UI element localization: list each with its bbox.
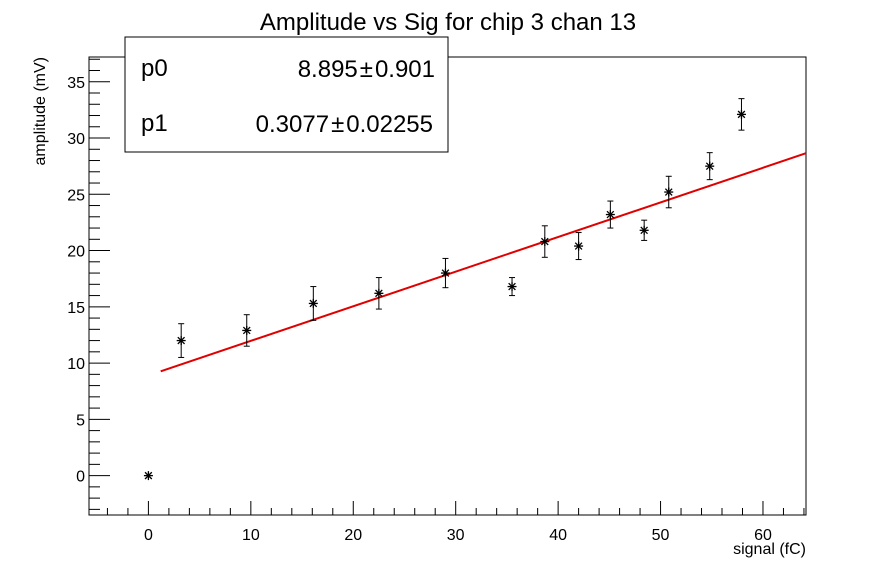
fit-stats-box: p0 8.895±0.901 p1 0.3077±0.02255 bbox=[124, 36, 449, 153]
marker-d2 bbox=[508, 282, 516, 291]
marker-d2 bbox=[664, 188, 673, 196]
x-tick-label: 60 bbox=[754, 527, 772, 544]
data-point bbox=[440, 257, 450, 289]
y-axis: 0 5 10 15 20 25 30 35 bbox=[67, 58, 110, 510]
data-point bbox=[242, 314, 252, 347]
x-tick-label: 50 bbox=[652, 527, 670, 544]
marker-d2 bbox=[574, 242, 583, 250]
stats-row-p1-name: p1 bbox=[141, 110, 168, 137]
marker-d2 bbox=[640, 226, 648, 235]
fit-line bbox=[160, 152, 807, 373]
fit-layer bbox=[160, 152, 807, 373]
stats-box-frame bbox=[124, 36, 449, 153]
marker-d2 bbox=[144, 471, 153, 480]
marker-d2 bbox=[375, 289, 383, 298]
y-tick-label: 0 bbox=[76, 469, 85, 486]
marker-d2 bbox=[737, 110, 746, 119]
marker-d2 bbox=[540, 237, 549, 246]
marker-d2 bbox=[441, 269, 450, 277]
stats-row-p0-value: 8.895±0.901 bbox=[298, 56, 435, 83]
data-point bbox=[374, 277, 384, 310]
data-point bbox=[605, 200, 615, 229]
data-point bbox=[705, 152, 715, 181]
y-tick-label: 5 bbox=[76, 412, 85, 429]
y-tick-label: 35 bbox=[67, 75, 85, 92]
y-tick-label: 30 bbox=[67, 131, 85, 148]
y-tick-label: 15 bbox=[67, 300, 85, 317]
stats-row-p0-name: p0 bbox=[141, 55, 168, 82]
x-tick-label: 30 bbox=[447, 527, 465, 544]
marker-d2 bbox=[242, 326, 251, 335]
data-point bbox=[507, 277, 517, 297]
y-tick-label: 25 bbox=[67, 187, 85, 204]
chart-title: Amplitude vs Sig for chip 3 chan 13 bbox=[260, 9, 636, 36]
data-point bbox=[540, 225, 550, 258]
stats-row-p1-value: 0.3077±0.02255 bbox=[256, 111, 433, 138]
data-point bbox=[574, 232, 584, 261]
x-tick-label: 40 bbox=[549, 527, 567, 544]
marker-d2 bbox=[177, 336, 186, 345]
data-point bbox=[308, 286, 318, 321]
points-layer bbox=[143, 98, 746, 481]
data-point bbox=[176, 323, 186, 358]
marker-d2 bbox=[606, 210, 615, 219]
x-axis: 0 10 20 30 40 50 60 bbox=[106, 501, 805, 544]
data-point bbox=[143, 471, 153, 481]
x-tick-label: 10 bbox=[242, 527, 260, 544]
x-axis-label: signal (fC) bbox=[733, 541, 806, 558]
y-tick-label: 20 bbox=[67, 244, 85, 261]
data-point bbox=[664, 175, 674, 209]
y-tick-label: 10 bbox=[67, 356, 85, 373]
y-axis-label: amplitude (mV) bbox=[32, 57, 49, 165]
x-tick-label: 20 bbox=[344, 527, 362, 544]
data-point bbox=[736, 98, 746, 131]
data-point bbox=[639, 219, 649, 241]
marker-d2 bbox=[705, 162, 714, 170]
x-tick-label: 0 bbox=[144, 527, 153, 544]
marker-d2 bbox=[309, 299, 318, 308]
